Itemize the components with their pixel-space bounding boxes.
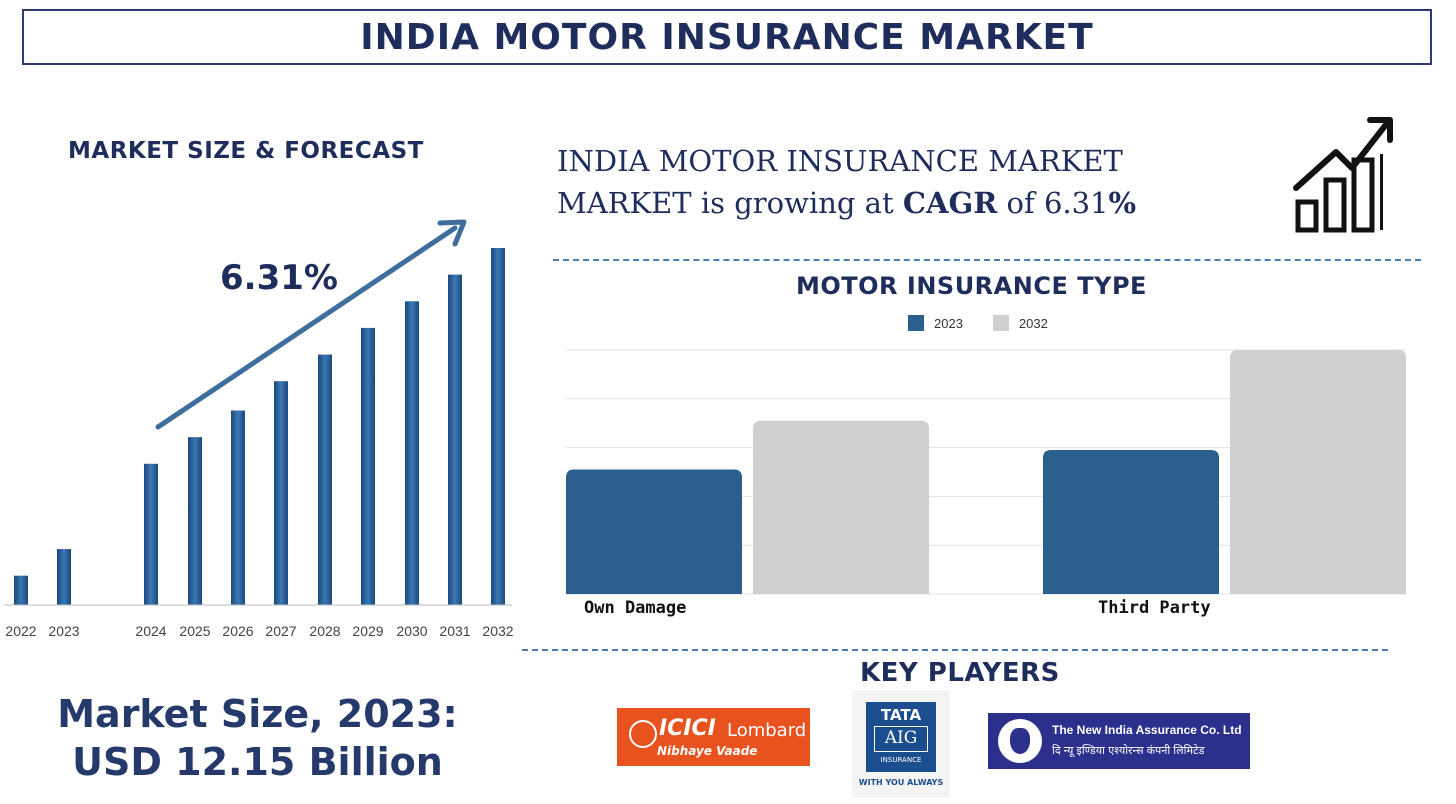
market-size-line1: Market Size, 2023: <box>57 692 458 736</box>
forecast-bar-2026 <box>231 410 245 605</box>
category-label-third-party: Third Party <box>1098 598 1211 618</box>
tata-line1: TATA <box>880 706 922 724</box>
icici-brand: ICICI <box>659 716 716 741</box>
forecast-year-label: 2024 <box>135 623 166 639</box>
forecast-bar-2023 <box>57 549 71 605</box>
forecast-heading: MARKET SIZE & FORECAST <box>68 138 424 164</box>
market-size-callout: Market Size, 2023: USD 12.15 Billion <box>0 690 515 786</box>
tata-line2: AIG <box>884 728 918 748</box>
legend-label-2032: 2032 <box>1018 315 1048 331</box>
forecast-bar-2029 <box>361 327 375 605</box>
forecast-annotation: 6.31% <box>220 258 338 298</box>
tata-aig-logo: TATA AIG INSURANCE WITH YOU ALWAYS <box>852 690 950 798</box>
legend-label-2023: 2023 <box>934 315 963 331</box>
legend-swatch-2032 <box>992 315 1009 331</box>
forecast-year-label: 2030 <box>396 623 427 639</box>
nia-map-icon <box>1010 728 1030 754</box>
forecast-bar-2027 <box>274 381 288 605</box>
icici-emblem-icon <box>629 720 657 748</box>
cagr-emphasis: CAGR <box>902 186 998 220</box>
divider-top <box>553 259 1421 261</box>
type-bar-third-party-2032 <box>1230 350 1406 594</box>
tata-tagline: WITH YOU ALWAYS <box>858 778 944 787</box>
legend-swatch-2023 <box>908 315 924 331</box>
forecast-year-label: 2029 <box>352 623 383 639</box>
growth-chart-icon <box>1293 117 1393 233</box>
forecast-year-label: 2025 <box>179 623 210 639</box>
forecast-bar-2031 <box>448 274 462 605</box>
nia-line1: The New India Assurance Co. Ltd <box>1052 723 1242 737</box>
title-banner: INDIA MOTOR INSURANCE MARKET <box>22 9 1432 65</box>
cagr-text-part2: of 6.31 <box>997 186 1109 220</box>
forecast-year-label: 2028 <box>309 623 340 639</box>
forecast-year-label: 2027 <box>265 623 296 639</box>
nia-line2: दि न्यू इण्डिया एश्योरन्स कंपनी लिमिटेड <box>1052 745 1205 757</box>
icici-tagline: Nibhaye Vaade <box>657 744 758 758</box>
legend-item-2023: 2023 <box>908 315 963 331</box>
forecast-bar-2030 <box>405 301 419 605</box>
tata-line3: INSURANCE <box>880 756 922 764</box>
type-bar-own-damage-2032 <box>753 420 929 594</box>
forecast-bar-2024 <box>144 463 158 605</box>
growth-arrow-head <box>437 219 467 247</box>
cagr-text-part1: INDIA MOTOR INSURANCE MARKET MARKET is g… <box>557 144 1123 220</box>
forecast-bar-2025 <box>188 437 202 605</box>
legend-item-2032: 2032 <box>992 315 1048 331</box>
forecast-year-label: 2026 <box>222 623 253 639</box>
page-title: INDIA MOTOR INSURANCE MARKET <box>360 16 1094 58</box>
divider-bottom <box>522 649 1388 651</box>
type-chart-legend: 2023 2032 <box>908 315 1078 331</box>
forecast-bar-2028 <box>318 354 332 605</box>
forecast-bar-2032 <box>491 247 505 605</box>
category-label-own-damage: Own Damage <box>584 598 687 618</box>
growth-arrow <box>155 225 458 430</box>
type-chart-heading: MOTOR INSURANCE TYPE <box>796 272 1147 300</box>
forecast-year-label: 2023 <box>48 623 79 639</box>
forecast-year-label: 2022 <box>5 623 36 639</box>
forecast-bar-2022 <box>14 575 28 605</box>
forecast-year-label: 2032 <box>482 623 513 639</box>
key-players-heading: KEY PLAYERS <box>860 658 1060 688</box>
cagr-statement: INDIA MOTOR INSURANCE MARKET MARKET is g… <box>557 140 1247 224</box>
new-india-assurance-logo: The New India Assurance Co. Ltd दि न्यू … <box>988 713 1250 769</box>
forecast-year-label: 2031 <box>439 623 470 639</box>
aig-box <box>874 726 928 752</box>
icici-suffix: Lombard <box>727 720 807 741</box>
type-bar-own-damage-2023 <box>566 469 742 594</box>
market-size-line2: USD 12.15 Billion <box>72 740 443 784</box>
icici-lombard-logo: ICICI Lombard Nibhaye Vaade <box>617 708 810 766</box>
type-bar-third-party-2023 <box>1043 450 1219 594</box>
tata-aig-emblem <box>866 702 936 772</box>
cagr-percent: % <box>1108 186 1137 220</box>
